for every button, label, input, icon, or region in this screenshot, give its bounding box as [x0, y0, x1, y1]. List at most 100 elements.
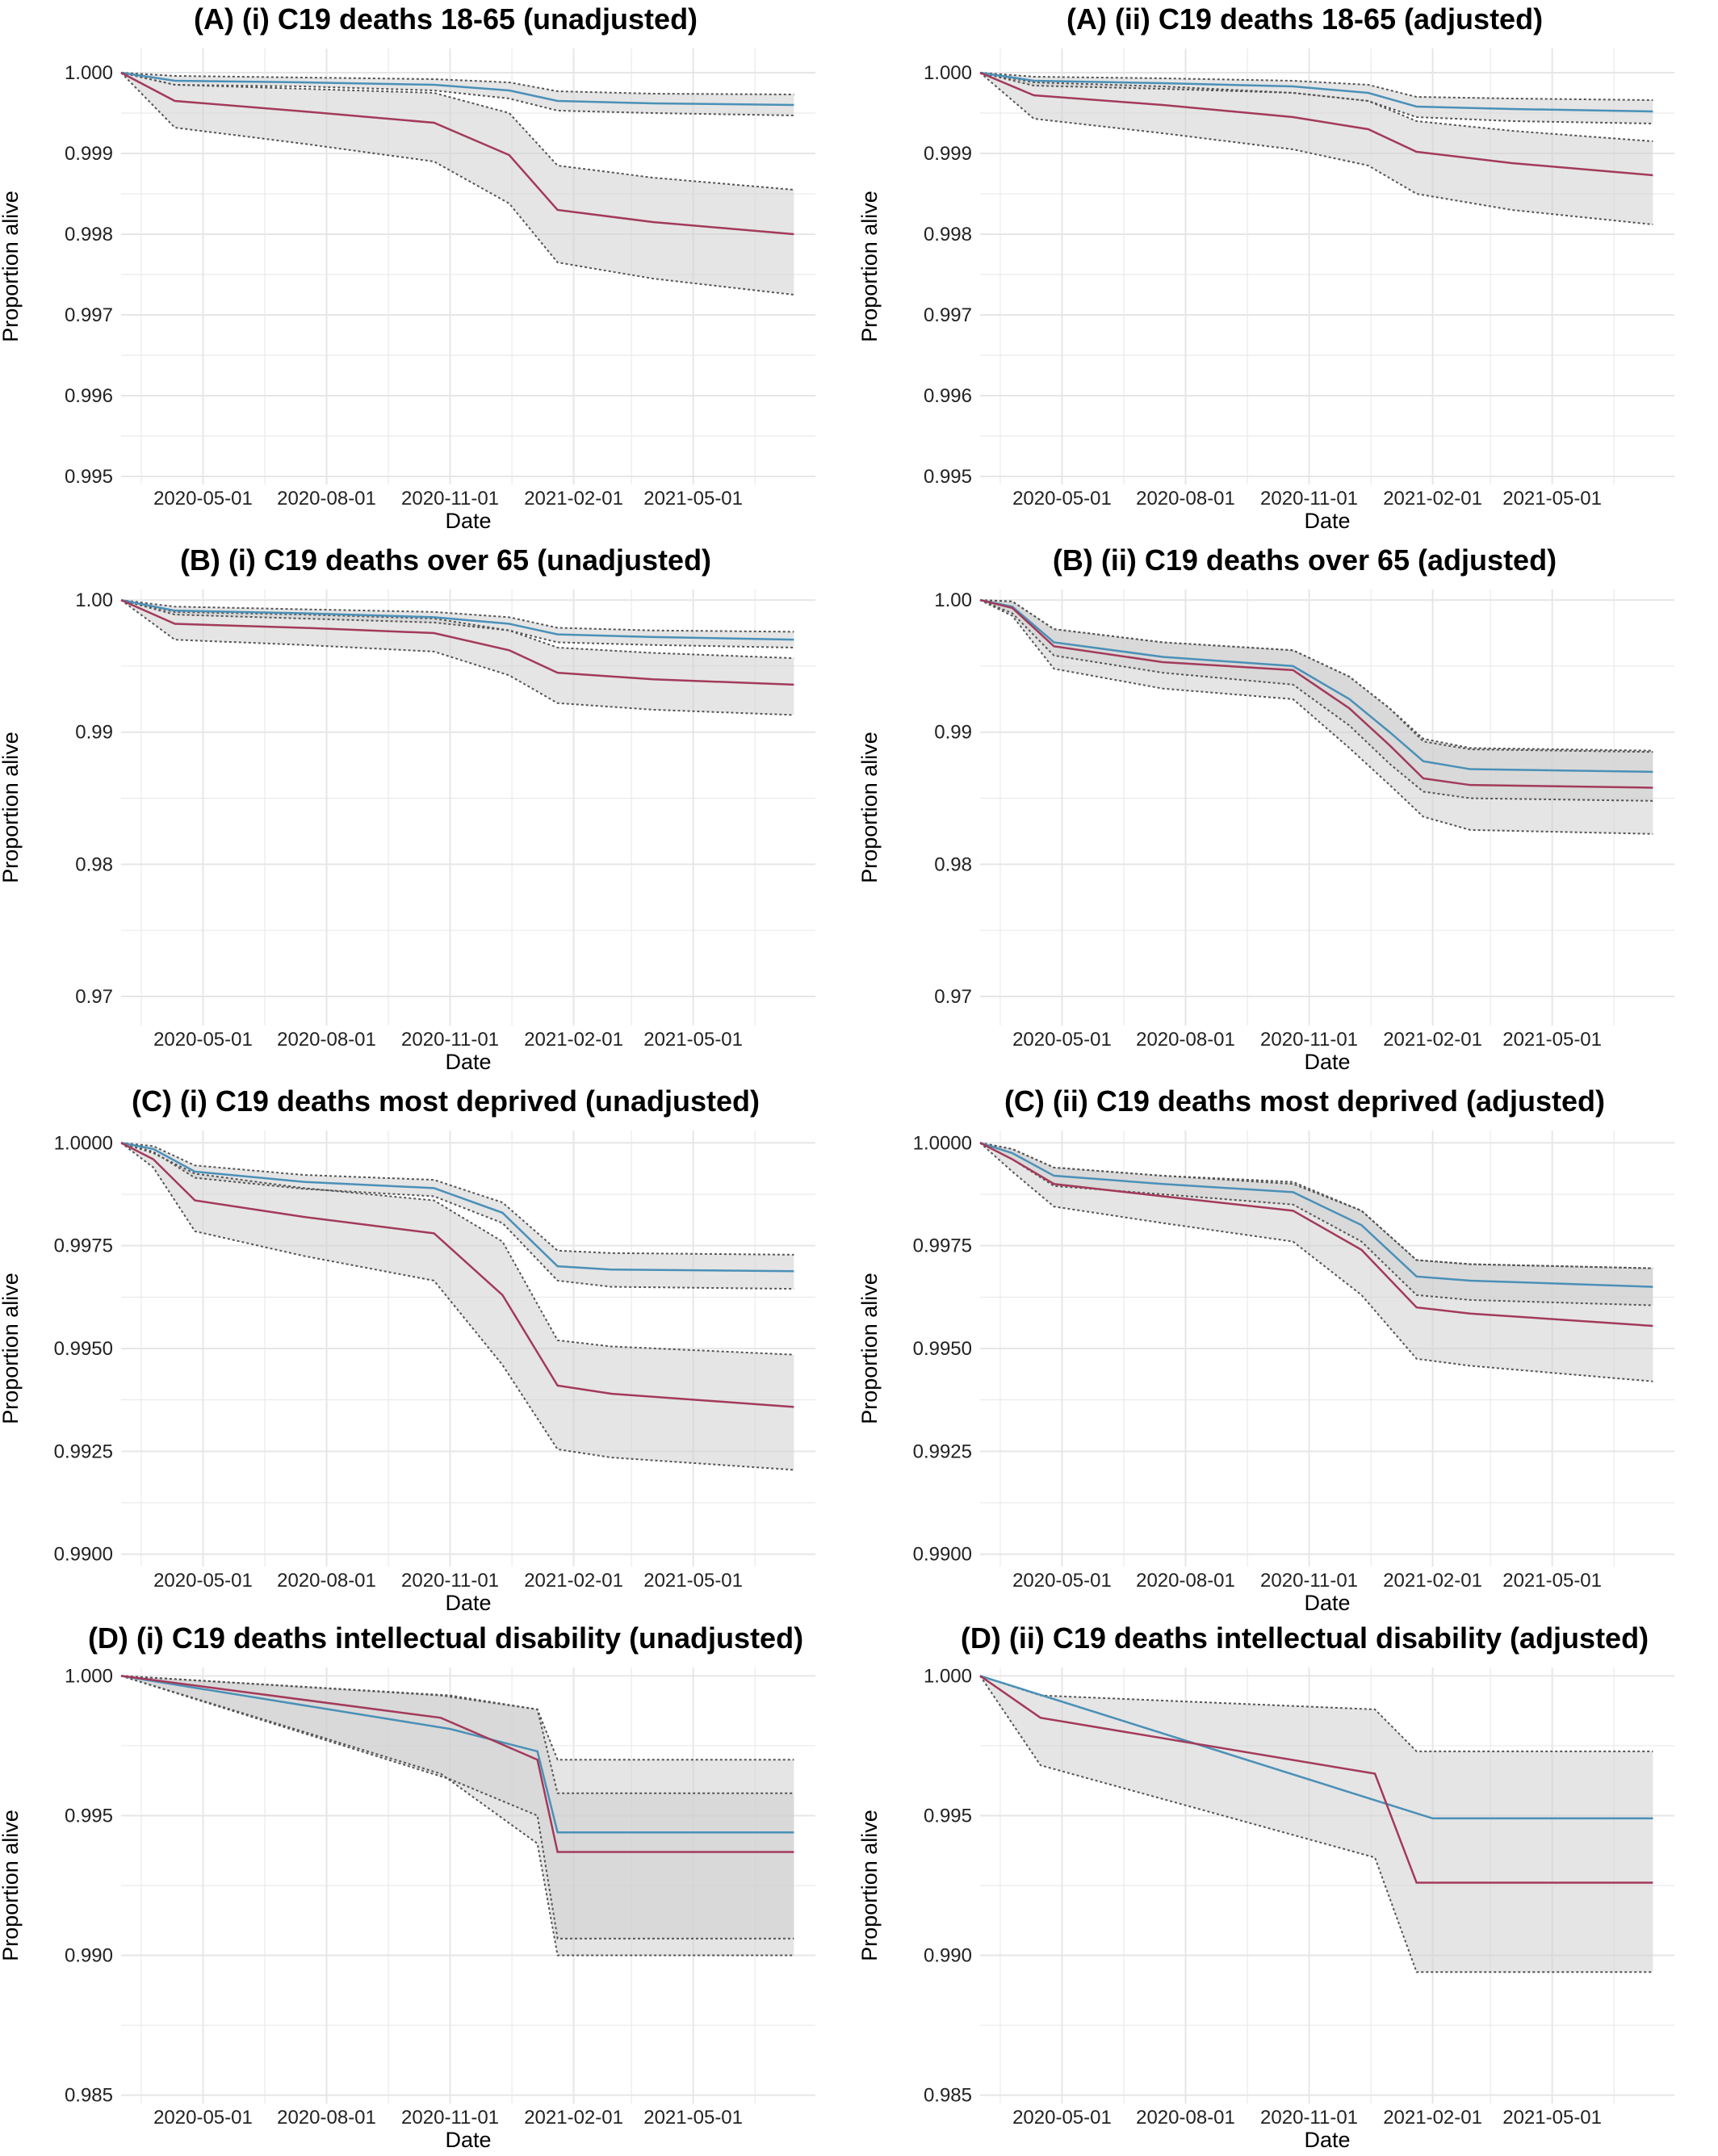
y-tick-label: 0.98 — [934, 854, 972, 875]
y-tick-label: 0.985 — [65, 2085, 113, 2107]
series-line-red — [979, 598, 1653, 789]
y-tick-label: 0.985 — [924, 2085, 972, 2107]
panel-a-i: (A) (i) C19 deaths 18-65 (unadjusted) 0.9… — [0, 0, 859, 537]
series-line-red — [979, 1142, 1653, 1328]
x-tick-label: 2020-08-01 — [277, 1029, 376, 1051]
y-tick-label: 0.995 — [65, 1805, 113, 1827]
panel-title: (B) (i) C19 deaths over 65 (unadjusted) — [180, 543, 711, 577]
y-tick-label: 0.9925 — [54, 1441, 113, 1462]
ci-lower-red — [979, 1142, 1653, 1382]
y-tick-label: 0.99 — [934, 722, 972, 744]
x-tick-label: 2020-05-01 — [1012, 2107, 1112, 2129]
series-line-red — [120, 1142, 794, 1408]
y-tick-label: 1.000 — [65, 62, 113, 84]
panel-title: (B) (ii) C19 deaths over 65 (adjusted) — [1053, 543, 1557, 577]
ci-upper-blue — [979, 599, 1653, 752]
y-axis-title: Proportion alive — [859, 1273, 882, 1424]
series-line-blue — [120, 598, 794, 641]
x-tick-label: 2020-05-01 — [153, 488, 253, 510]
panel-title: (A) (i) C19 deaths 18-65 (unadjusted) — [194, 2, 698, 36]
ci-bands — [120, 72, 794, 296]
x-tick-label: 2020-05-01 — [1012, 488, 1112, 510]
series-line-red — [120, 71, 794, 236]
ci-band-red — [980, 1143, 1653, 1382]
ci-band-red — [121, 600, 794, 715]
panel-b-ii: (B) (ii) C19 deaths over 65 (adjusted) 0.… — [859, 541, 1718, 1078]
series-lines — [120, 1675, 794, 1853]
ci-band-blue — [121, 73, 794, 115]
y-tick-label: 0.9950 — [913, 1338, 972, 1360]
series-line-red — [979, 1675, 1653, 1884]
y-tick-label: 1.00 — [934, 589, 972, 611]
ci-band-red — [980, 600, 1653, 834]
x-tick-label: 2020-05-01 — [153, 2107, 253, 2129]
ci-lower-red — [120, 599, 794, 716]
x-tick-label: 2020-11-01 — [401, 1029, 499, 1051]
chart-svg: (A) (ii) C19 deaths 18-65 (adjusted) 0.99… — [859, 2, 1674, 533]
series-line-blue — [979, 1675, 1653, 1820]
x-axis-title: Date — [445, 1050, 491, 1074]
x-tick-label: 2021-02-01 — [1383, 488, 1482, 510]
x-tick-label: 2020-11-01 — [1260, 1029, 1358, 1051]
x-tick-label: 2021-02-01 — [524, 2107, 623, 2129]
series-lines — [120, 71, 794, 236]
y-tick-label: 0.997 — [65, 304, 113, 326]
gridlines — [121, 589, 815, 1026]
ci-upper-red — [120, 1675, 794, 1794]
panel-c-ii: (C) (ii) C19 deaths most deprived (adjus… — [859, 1082, 1718, 1619]
x-tick-label: 2020-08-01 — [1136, 488, 1235, 510]
series-lines — [979, 1142, 1653, 1328]
series-lines — [979, 598, 1653, 789]
x-tick-label: 2020-08-01 — [1136, 2107, 1235, 2129]
x-tick-label: 2021-02-01 — [524, 488, 623, 510]
y-tick-label: 0.98 — [75, 854, 113, 875]
y-tick-label: 0.9925 — [913, 1441, 972, 1462]
series-line-blue — [979, 71, 1653, 113]
ci-lower-red — [120, 1142, 794, 1471]
y-tick-label: 0.997 — [924, 304, 972, 326]
ci-lower-blue — [979, 1142, 1653, 1307]
x-tick-label: 2020-08-01 — [277, 488, 376, 510]
ci-lower-red — [120, 1675, 794, 1957]
panel-c-i: (C) (i) C19 deaths most deprived (unadju… — [0, 1082, 859, 1619]
x-tick-label: 2020-11-01 — [1260, 1570, 1358, 1592]
ci-upper-red — [979, 1675, 1653, 1752]
series-line-red — [120, 1675, 794, 1853]
ci-lower-blue — [120, 72, 794, 116]
x-axis-title: Date — [445, 1591, 491, 1615]
y-tick-label: 0.998 — [65, 224, 113, 245]
x-tick-label: 2021-05-01 — [1502, 2107, 1602, 2129]
x-tick-label: 2020-11-01 — [1260, 2107, 1358, 2129]
y-axis-title: Proportion alive — [0, 1273, 23, 1424]
panel-title: (D) (i) C19 deaths intellectual disabili… — [88, 1621, 803, 1655]
ci-band-red — [121, 1676, 794, 1956]
series-lines — [120, 598, 794, 686]
y-axis-title: Proportion alive — [0, 1810, 23, 1961]
y-tick-label: 0.990 — [924, 1945, 972, 1967]
ci-band-blue — [121, 1143, 794, 1290]
series-line-blue — [120, 71, 794, 107]
y-tick-label: 0.9975 — [54, 1235, 113, 1257]
x-tick-label: 2021-02-01 — [524, 1570, 623, 1592]
x-tick-label: 2021-02-01 — [524, 1029, 623, 1051]
x-tick-label: 2021-05-01 — [643, 1029, 743, 1051]
y-tick-label: 0.998 — [924, 224, 972, 245]
ci-upper-red — [120, 1142, 794, 1356]
x-tick-label: 2020-08-01 — [277, 1570, 376, 1592]
series-lines — [979, 1675, 1653, 1884]
panel-title: (A) (ii) C19 deaths 18-65 (adjusted) — [1066, 2, 1543, 36]
ci-upper-blue — [120, 599, 794, 633]
y-tick-label: 0.995 — [924, 466, 972, 488]
x-tick-label: 2020-08-01 — [1136, 1029, 1235, 1051]
y-axis-title: Proportion alive — [859, 1810, 882, 1961]
x-tick-label: 2020-08-01 — [277, 2107, 376, 2129]
ci-band-red — [980, 1676, 1653, 1973]
x-tick-label: 2020-05-01 — [153, 1029, 253, 1051]
x-tick-label: 2020-11-01 — [1260, 488, 1358, 510]
y-tick-label: 0.97 — [934, 986, 972, 1008]
x-tick-label: 2021-05-01 — [643, 488, 743, 510]
y-axis-title: Proportion alive — [0, 191, 23, 342]
ci-lower-red — [979, 72, 1653, 225]
x-tick-label: 2020-11-01 — [401, 1570, 499, 1592]
panel-d-i: (D) (i) C19 deaths intellectual disabili… — [0, 1619, 859, 2156]
